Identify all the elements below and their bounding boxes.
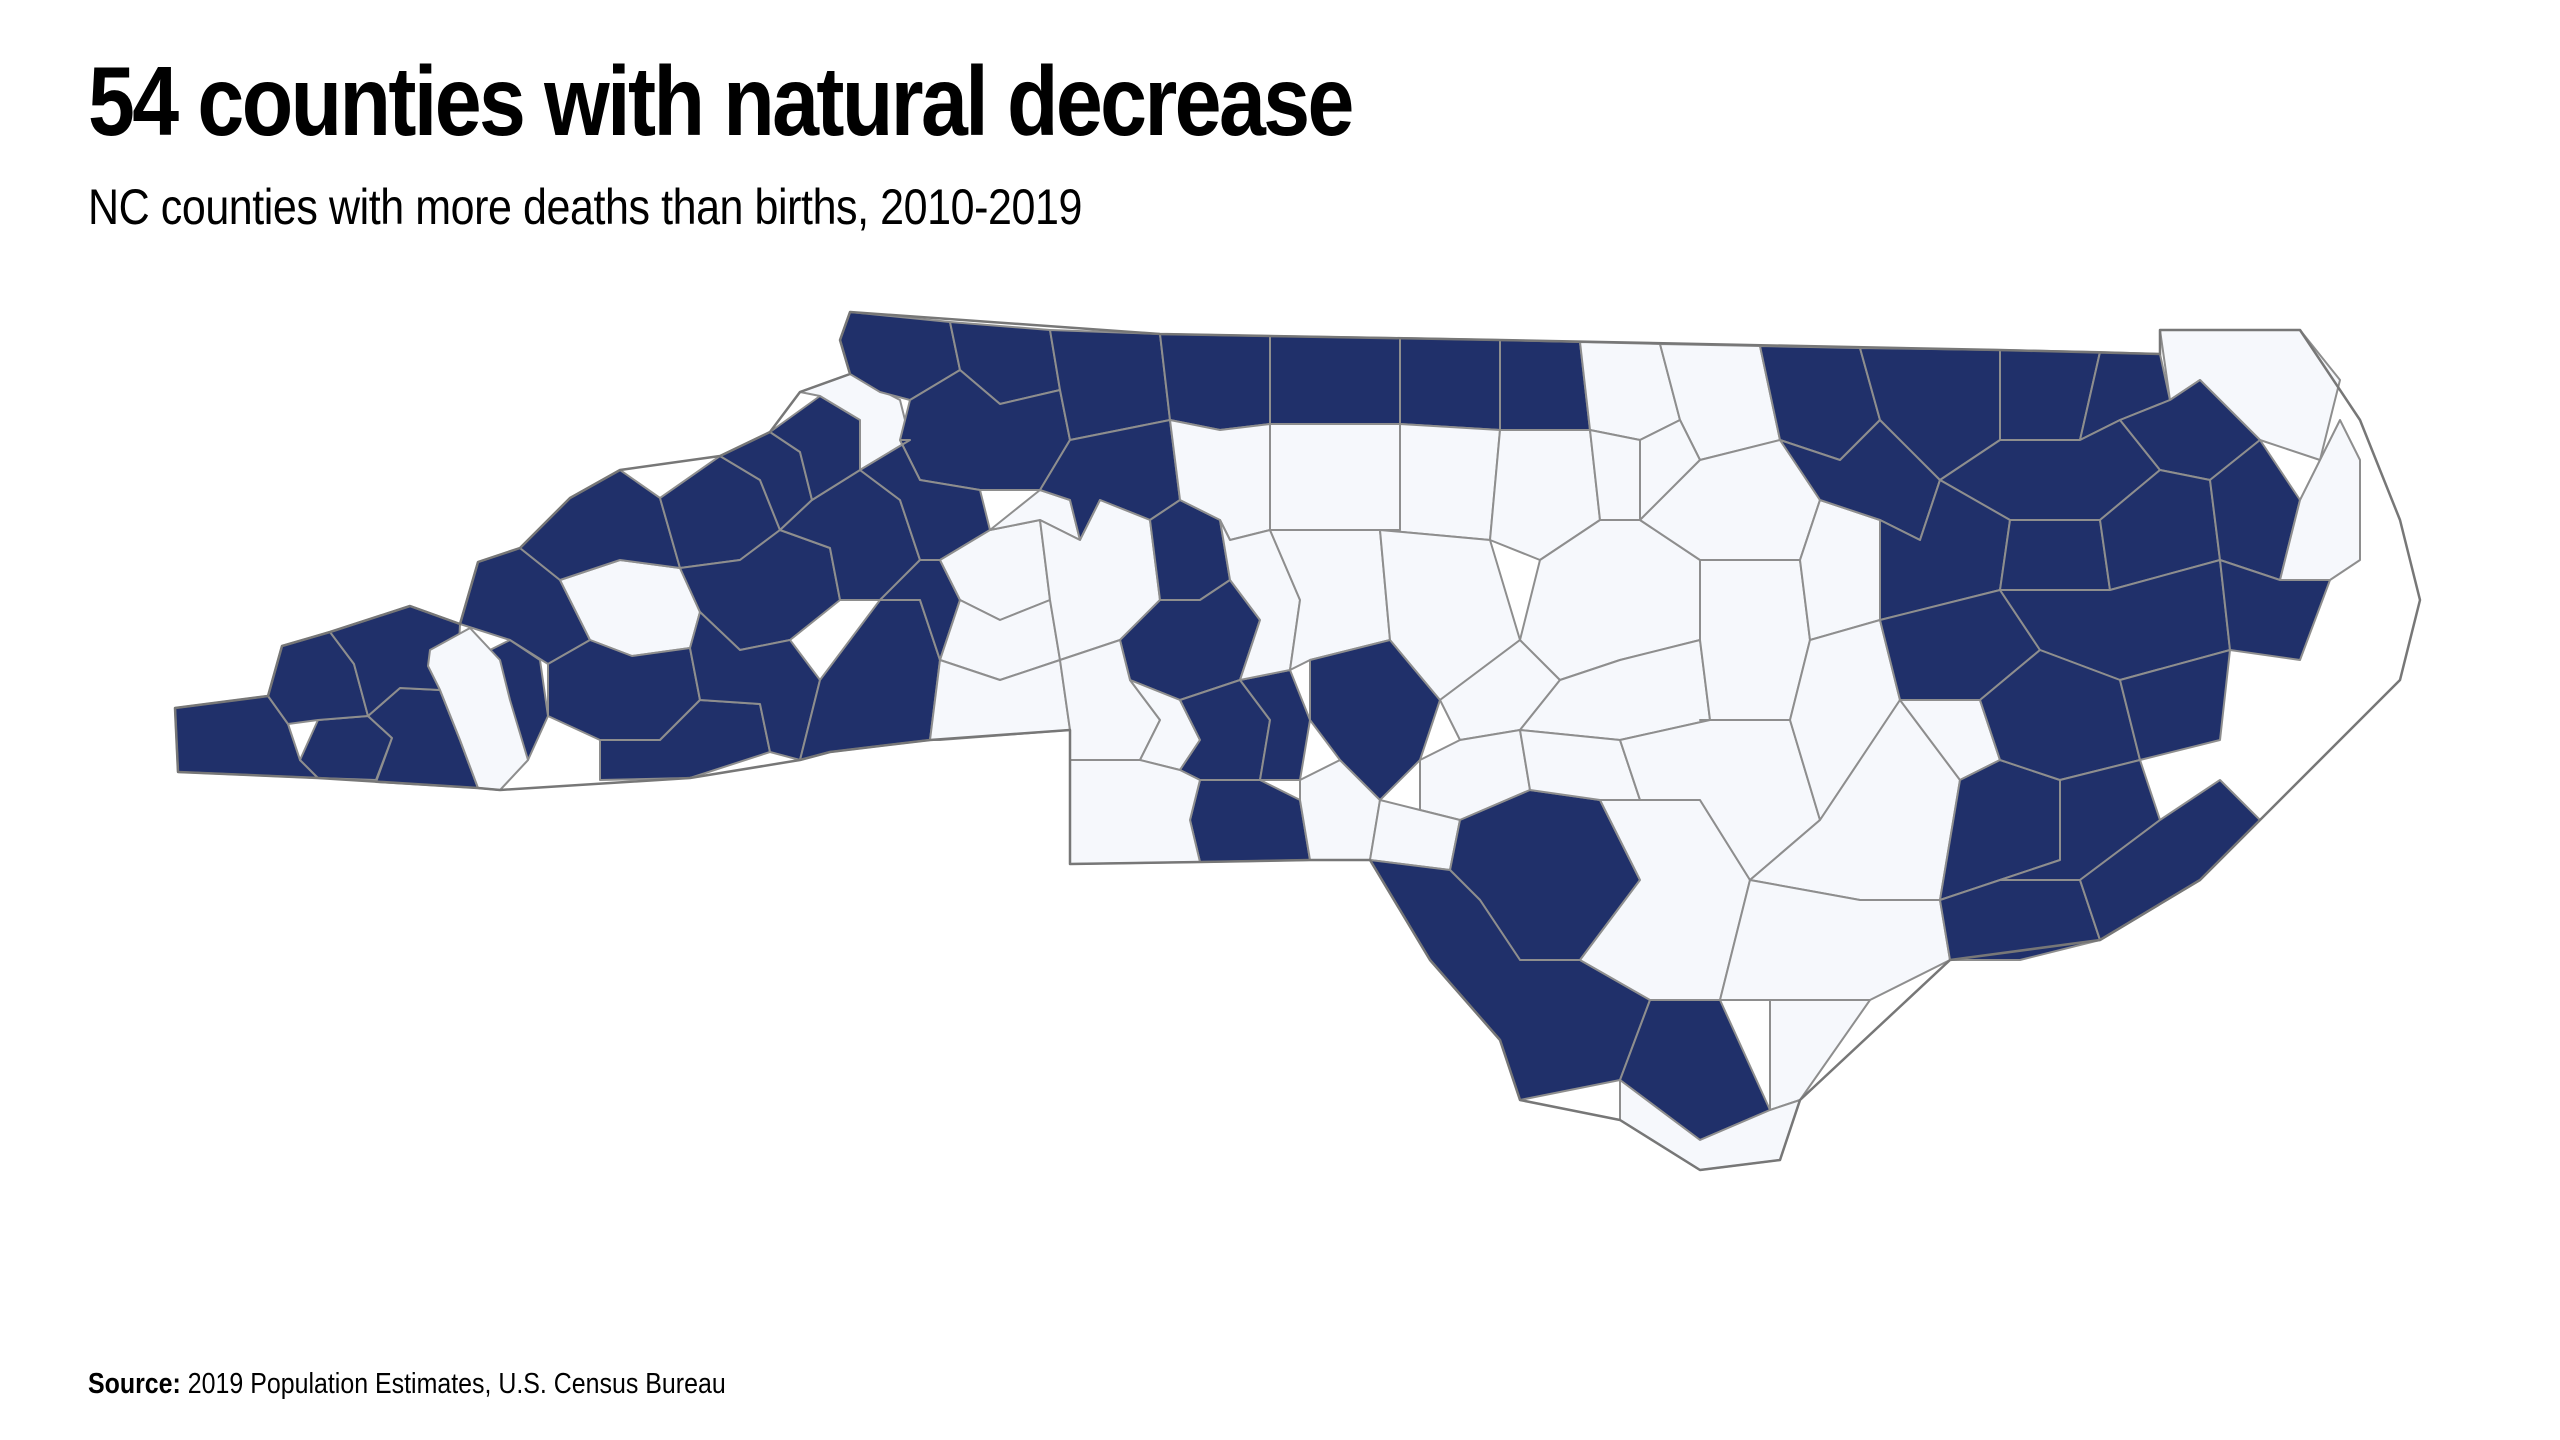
source-text: 2019 Population Estimates, U.S. Census B… bbox=[187, 1368, 726, 1400]
county-pamlico bbox=[2119, 649, 2231, 761]
county-durham bbox=[1589, 429, 1641, 521]
county-new-hanover bbox=[1769, 999, 1871, 1111]
county-martin bbox=[1999, 519, 2111, 591]
county-cleveland bbox=[799, 599, 941, 761]
county-stokes bbox=[1159, 333, 1271, 431]
county-johnston bbox=[1699, 559, 1811, 721]
map-subtitle: NC counties with more deaths than births… bbox=[88, 179, 1082, 235]
state-outline bbox=[173, 310, 2422, 1172]
county-caswell bbox=[1399, 337, 1501, 431]
source-label: Source: bbox=[88, 1368, 181, 1400]
map-title: 54 counties with natural decrease bbox=[88, 46, 1354, 156]
county-anson bbox=[1189, 779, 1311, 863]
county-rockingham bbox=[1269, 335, 1401, 425]
county-pender bbox=[1719, 879, 1951, 1001]
county-rutherford bbox=[689, 611, 821, 761]
county-hyde bbox=[2219, 559, 2331, 661]
county-guilford bbox=[1269, 423, 1401, 531]
source-note: Source: 2019 Population Estimates, U.S. … bbox=[88, 1368, 726, 1401]
county-wilson bbox=[1799, 499, 1881, 641]
county-person bbox=[1499, 339, 1591, 431]
county-onslow bbox=[1939, 879, 2101, 961]
county-union bbox=[1069, 759, 1201, 865]
